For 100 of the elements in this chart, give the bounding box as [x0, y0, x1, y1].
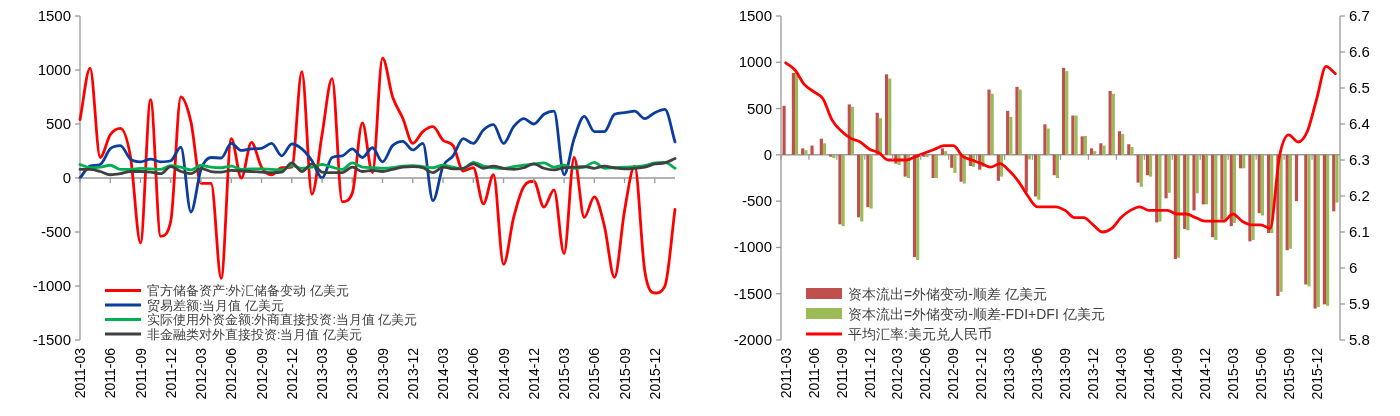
x-tick-label: 2013-09: [1057, 347, 1074, 400]
bar: [1232, 154, 1237, 223]
bar: [857, 154, 861, 218]
bar: [1061, 67, 1066, 155]
legend-label: 贸易差额:当月值 亿美元: [147, 297, 284, 313]
bar: [782, 105, 786, 155]
bar: [1117, 131, 1122, 155]
y-tick-label: -500: [741, 192, 772, 210]
y2-tick-label: 6.6: [1349, 43, 1370, 60]
bar: [1176, 154, 1181, 258]
bar: [1065, 71, 1069, 155]
bar: [794, 72, 799, 155]
x-tick-label: 2014-03: [1113, 347, 1130, 400]
y2-tick-label: 6.7: [1349, 7, 1370, 24]
y2-tick-label: 6.1: [1349, 223, 1370, 240]
x-tick-label: 2012-12: [283, 347, 300, 400]
y-tick-label: 500: [45, 115, 71, 132]
bar: [1136, 154, 1140, 183]
legend-label: 资本流出=外储变动-顺差 亿美元: [848, 286, 1047, 303]
bar: [1335, 154, 1339, 203]
bar: [1145, 154, 1150, 176]
y2-tick-label: 6.3: [1349, 151, 1370, 168]
bar: [953, 154, 957, 173]
x-tick-label: 2011-06: [102, 347, 119, 399]
bar: [1093, 151, 1097, 155]
x-tick-label: 2011-03: [72, 347, 88, 399]
x-tick-label: 2013-03: [1001, 347, 1018, 400]
x-tick-label: 2014-03: [435, 347, 452, 400]
x-tick-label: 2012-06: [917, 347, 934, 400]
y2-tick-label: 6.4: [1349, 115, 1370, 132]
bar: [944, 151, 948, 155]
legend-label: 官方储备资产:外汇储备变动 亿美元: [147, 283, 349, 299]
bar: [1192, 154, 1196, 211]
bar: [940, 148, 945, 155]
bar: [1089, 148, 1094, 155]
x-tick-label: 2014-12: [1196, 347, 1213, 400]
x-tick-label: 2013-09: [374, 347, 391, 400]
bar: [916, 154, 920, 260]
bar: [950, 154, 954, 168]
y-tick-label: 0: [62, 169, 71, 186]
y-tick-label: 1500: [738, 7, 772, 24]
x-tick-label: 2012-03: [889, 347, 906, 400]
x-tick-label: 2014-09: [495, 347, 512, 400]
bar: [1266, 154, 1271, 234]
x-tick-label: 2012-06: [223, 347, 240, 400]
y-tick-label: 500: [746, 99, 772, 117]
legend-label: 平均汇率:美元兑人民币: [848, 326, 992, 343]
x-tick-label: 2015-03: [1224, 347, 1241, 400]
bar: [888, 78, 892, 155]
x-tick-label: 2013-03: [314, 347, 331, 400]
x-tick-label: 2015-06: [1252, 347, 1269, 400]
bar: [1121, 134, 1125, 155]
line-series: [784, 61, 1337, 234]
x-tick-label: 2011-12: [162, 347, 179, 399]
y-tick-label: -1000: [733, 238, 772, 256]
x-tick-label: 2015-03: [556, 347, 573, 400]
x-tick-label: 2014-12: [525, 347, 542, 400]
bar: [1024, 154, 1028, 192]
legend-label: 实际使用外资金额:外商直接投资:当月值 亿美元: [147, 312, 418, 328]
x-tick-label: 2014-06: [465, 347, 482, 400]
y-tick-label: 1000: [37, 61, 71, 78]
bar: [1322, 154, 1327, 305]
x-tick-label: 2015-09: [616, 347, 633, 400]
x-tick-label: 2011-12: [861, 347, 878, 399]
y2-tick-label: 6: [1349, 259, 1358, 276]
x-tick-label: 2015-12: [646, 347, 663, 400]
line-series: [78, 108, 677, 214]
bar: [810, 145, 814, 155]
bar: [1006, 110, 1010, 155]
bar: [822, 143, 827, 155]
bar: [1167, 154, 1171, 193]
bar: [1201, 154, 1205, 205]
legend-label: 非金融类对外直接投资:当月值 亿美元: [147, 326, 362, 342]
x-tick-label: 2013-12: [404, 347, 421, 400]
bar: [791, 72, 795, 155]
y-tick-label: 1000: [738, 53, 772, 71]
bar: [1043, 124, 1047, 155]
bar: [1326, 154, 1330, 306]
y2-tick-label: 5.9: [1349, 295, 1370, 312]
y2-tick-label: 5.8: [1349, 331, 1370, 348]
bar: [1009, 116, 1013, 155]
x-tick-label: 2012-03: [193, 347, 210, 400]
bar: [1173, 154, 1177, 259]
line-series: [78, 56, 677, 295]
bar: [1279, 154, 1283, 292]
y2-tick-label: 6.5: [1349, 79, 1370, 96]
bar: [912, 154, 917, 258]
y-tick-label: -500: [40, 223, 71, 240]
bar: [990, 93, 994, 155]
y-tick-label: 0: [763, 145, 772, 163]
y-tick-label: 1500: [37, 7, 71, 24]
x-tick-label: 2012-12: [973, 347, 990, 400]
x-tick-label: 2011-09: [132, 347, 149, 399]
bar: [1046, 128, 1050, 155]
x-tick-label: 2012-09: [253, 347, 270, 400]
legend-label: 资本流出=外储变动-顺差-FDI+DFI 亿美元: [848, 306, 1105, 323]
x-tick-label: 2013-12: [1085, 347, 1102, 400]
x-tick-label: 2012-09: [945, 347, 962, 400]
bar: [819, 138, 823, 155]
y2-tick-label: 6.2: [1349, 187, 1370, 204]
